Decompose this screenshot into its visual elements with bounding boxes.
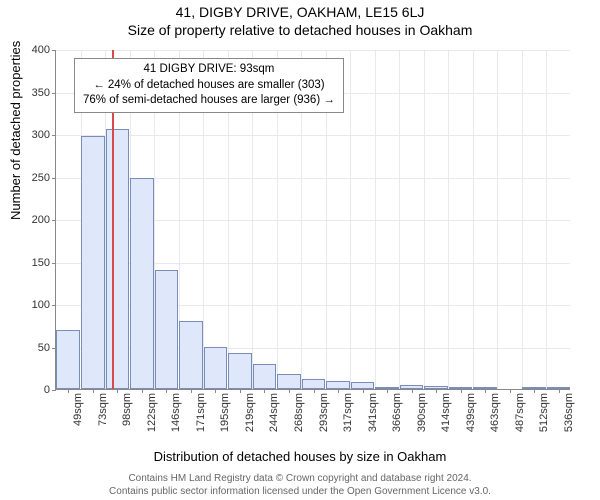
gridline-v [375, 50, 376, 389]
histogram-bar [326, 381, 350, 390]
footer-line-1: Contains HM Land Registry data © Crown c… [0, 472, 600, 485]
gridline-v [497, 50, 498, 389]
xtick-label: 463sqm [489, 393, 501, 432]
y-axis-label: Number of detached properties [8, 41, 23, 220]
xtick-label: 146sqm [170, 393, 182, 432]
xtick-mark [534, 389, 535, 393]
ytick-mark [52, 178, 56, 179]
xtick-label: 293sqm [318, 393, 330, 432]
gridline-v [350, 50, 351, 389]
xtick-mark [68, 389, 69, 393]
xtick-mark [117, 389, 118, 393]
histogram-bar [302, 379, 326, 389]
xtick-mark [93, 389, 94, 393]
xtick-label: 195sqm [219, 393, 231, 432]
xtick-mark [215, 389, 216, 393]
xtick-label: 122sqm [146, 393, 158, 432]
annotation-line-2: ← 24% of detached houses are smaller (30… [83, 78, 335, 94]
xtick-mark [264, 389, 265, 393]
ytick-mark [52, 135, 56, 136]
xtick-mark [387, 389, 388, 393]
xtick-label: 414sqm [440, 393, 452, 432]
ytick-mark [52, 305, 56, 306]
histogram-bar [351, 382, 375, 389]
gridline-h [56, 50, 570, 51]
xtick-label: 73sqm [97, 393, 109, 426]
histogram-bar [228, 353, 252, 389]
xtick-label: 49sqm [72, 393, 84, 426]
ytick-label: 100 [32, 299, 50, 311]
chart-subtitle: Size of property relative to detached ho… [0, 22, 600, 38]
xtick-mark [485, 389, 486, 393]
xtick-mark [412, 389, 413, 393]
histogram-bar [253, 364, 277, 390]
xtick-label: 317sqm [342, 393, 354, 432]
ytick-label: 0 [44, 384, 50, 396]
xtick-mark [436, 389, 437, 393]
ytick-label: 400 [32, 44, 50, 56]
histogram-bar [155, 270, 179, 389]
ytick-label: 150 [32, 257, 50, 269]
histogram-bar [179, 321, 203, 389]
histogram-bar [277, 374, 301, 389]
address-title: 41, DIGBY DRIVE, OAKHAM, LE15 6LJ [0, 4, 600, 20]
xtick-label: 98sqm [121, 393, 133, 426]
ytick-mark [52, 93, 56, 94]
ytick-mark [52, 390, 56, 391]
xtick-label: 439sqm [465, 393, 477, 432]
xtick-mark [142, 389, 143, 393]
xtick-mark [363, 389, 364, 393]
histogram-bar [106, 129, 130, 389]
xtick-label: 244sqm [268, 393, 280, 432]
ytick-label: 200 [32, 214, 50, 226]
xtick-mark [338, 389, 339, 393]
footer-line-2: Contains public sector information licen… [0, 485, 600, 498]
gridline-v [399, 50, 400, 389]
gridline-v [448, 50, 449, 389]
ytick-mark [52, 263, 56, 264]
xtick-label: 487sqm [514, 393, 526, 432]
xtick-mark [191, 389, 192, 393]
xtick-label: 341sqm [367, 393, 379, 432]
gridline-h [56, 135, 570, 136]
xtick-label: 171sqm [195, 393, 207, 432]
annotation-line-3: 76% of semi-detached houses are larger (… [83, 93, 335, 109]
xtick-mark [510, 389, 511, 393]
annotation-box: 41 DIGBY DRIVE: 93sqm ← 24% of detached … [74, 58, 344, 113]
xtick-mark [461, 389, 462, 393]
x-axis-label: Distribution of detached houses by size … [0, 449, 600, 464]
ytick-label: 350 [32, 87, 50, 99]
xtick-mark [166, 389, 167, 393]
xtick-mark [314, 389, 315, 393]
gridline-v [522, 50, 523, 389]
gridline-v [424, 50, 425, 389]
ytick-mark [52, 348, 56, 349]
xtick-label: 536sqm [563, 393, 575, 432]
histogram-bar [56, 330, 80, 390]
gridline-v [546, 50, 547, 389]
xtick-mark [289, 389, 290, 393]
ytick-label: 300 [32, 129, 50, 141]
gridline-v [473, 50, 474, 389]
histogram-bar [204, 347, 228, 390]
ytick-label: 50 [38, 342, 50, 354]
annotation-line-1: 41 DIGBY DRIVE: 93sqm [83, 62, 335, 78]
xtick-label: 219sqm [244, 393, 256, 432]
ytick-label: 250 [32, 172, 50, 184]
xtick-mark [559, 389, 560, 393]
ytick-mark [52, 220, 56, 221]
histogram-bar [130, 178, 154, 389]
xtick-label: 268sqm [293, 393, 305, 432]
xtick-label: 390sqm [416, 393, 428, 432]
ytick-mark [52, 50, 56, 51]
xtick-mark [240, 389, 241, 393]
xtick-label: 366sqm [391, 393, 403, 432]
xtick-label: 512sqm [538, 393, 550, 432]
attribution-footer: Contains HM Land Registry data © Crown c… [0, 472, 600, 498]
histogram-bar [81, 136, 105, 389]
